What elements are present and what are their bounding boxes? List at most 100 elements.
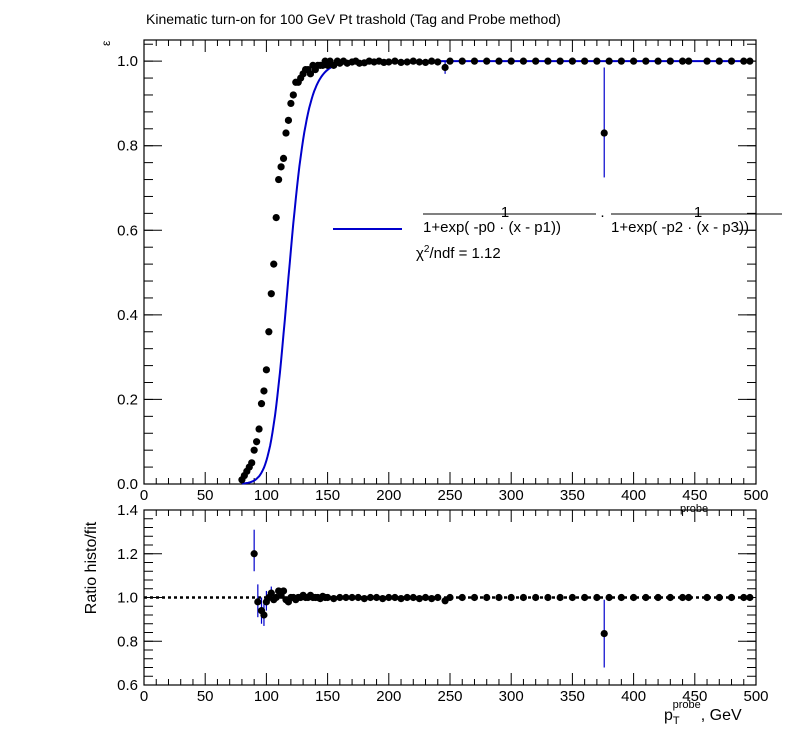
data-point xyxy=(519,593,528,602)
data-point xyxy=(330,594,338,603)
y-tick-label: 0.2 xyxy=(117,391,138,408)
data-point xyxy=(267,589,275,597)
data-point xyxy=(421,593,430,602)
data-point xyxy=(715,57,723,65)
data-point xyxy=(354,593,362,602)
data-point xyxy=(434,58,442,66)
y-tick-label: 0.4 xyxy=(117,307,138,324)
data-point xyxy=(507,57,515,65)
y-tick-label: 0.8 xyxy=(117,138,138,155)
data-point xyxy=(397,58,405,67)
data-point xyxy=(703,593,711,602)
data-point xyxy=(544,593,552,602)
data-point xyxy=(287,99,295,108)
data-point xyxy=(703,57,711,65)
data-point xyxy=(715,593,723,602)
data-point xyxy=(581,57,589,65)
plot-frame xyxy=(143,39,757,485)
data-point xyxy=(470,57,479,65)
data-point xyxy=(409,593,417,602)
x-tick-label: 100 xyxy=(254,688,279,705)
data-point xyxy=(483,57,491,65)
data-point xyxy=(678,593,687,602)
x-tick-label: 150 xyxy=(315,688,340,705)
data-point xyxy=(397,594,405,603)
y-tick-label: 1.0 xyxy=(117,590,138,607)
x-tick-label: 450 xyxy=(682,487,707,504)
data-point xyxy=(306,70,315,78)
data-point xyxy=(746,57,754,65)
x-tick-label: 400 xyxy=(621,487,646,504)
x-tick-label: 350 xyxy=(560,688,585,705)
data-point xyxy=(654,593,662,602)
data-point xyxy=(568,593,577,602)
data-point xyxy=(366,593,375,602)
data-point xyxy=(428,57,436,65)
data-point xyxy=(556,593,564,602)
data-point xyxy=(458,593,466,602)
y-tick-label: 1.4 xyxy=(117,502,138,519)
data-point xyxy=(403,58,411,66)
data-point xyxy=(605,57,613,65)
chi2-superscript: 2 xyxy=(424,244,430,255)
data-point xyxy=(605,593,613,602)
data-point xyxy=(685,57,693,65)
data-point xyxy=(342,593,350,602)
data-point xyxy=(458,57,466,65)
data-point xyxy=(428,594,436,603)
data-point xyxy=(446,593,454,602)
data-point xyxy=(260,387,268,395)
x-tick-label: 100 xyxy=(254,487,279,504)
data-point xyxy=(348,593,356,602)
data-point xyxy=(250,446,258,454)
data-point xyxy=(642,57,650,65)
data-point xyxy=(284,116,293,124)
data-point xyxy=(277,163,285,171)
legend-denominator-1: 1+exp( -p0 · (x - p1)) xyxy=(423,219,561,236)
chi2-value: /ndf = 1.12 xyxy=(429,245,500,262)
data-point xyxy=(254,598,262,606)
ratio-axes: 0 50 100 150 200 250 300 350 400 450 500 0.6 0.8 1.0 1… xyxy=(117,502,768,705)
data-point xyxy=(740,57,748,65)
y-tick-label: 0.0 xyxy=(117,476,138,493)
data-point xyxy=(253,438,261,446)
data-point xyxy=(255,425,263,433)
data-point xyxy=(470,593,479,602)
data-point xyxy=(324,593,332,602)
data-point xyxy=(600,129,608,137)
data-point xyxy=(581,593,589,602)
data-point xyxy=(415,58,423,66)
data-point xyxy=(617,57,625,65)
data-point xyxy=(642,593,650,602)
data-point xyxy=(250,550,258,558)
data-point xyxy=(385,593,393,602)
data-point xyxy=(391,593,399,602)
data-point xyxy=(279,587,288,595)
data-point xyxy=(279,154,288,162)
data-point xyxy=(289,91,297,99)
data-point xyxy=(666,57,674,65)
data-point xyxy=(483,593,491,602)
data-point xyxy=(415,594,423,603)
data-point xyxy=(272,214,280,222)
data-point xyxy=(532,593,540,602)
efficiency-panel: Kinematic turn-on for 100 GeV Pt trashol… xyxy=(99,11,782,504)
data-point xyxy=(262,366,270,374)
fit-curve xyxy=(241,60,750,485)
axes: 0 50 100 150 200 250 300 350 400 450 500 0.0 0.2 0.4 0… xyxy=(117,40,769,504)
legend-chi2: χ2/ndf = 1.12 xyxy=(416,244,501,262)
data-point xyxy=(630,593,638,602)
x-tick-label: 200 xyxy=(376,688,401,705)
y-tick-label: 1.0 xyxy=(117,53,138,70)
data-point xyxy=(257,400,266,408)
data-point xyxy=(746,593,754,602)
x-tick-label: 500 xyxy=(743,688,768,705)
data-point xyxy=(556,57,564,65)
data-point xyxy=(678,57,687,65)
chart-title: Kinematic turn-on for 100 GeV Pt trashol… xyxy=(146,11,561,27)
y-tick-label: 1.2 xyxy=(117,546,138,563)
fit-curve-path xyxy=(241,60,750,485)
ratio-panel: 0 50 100 150 200 250 300 350 400 450 500 0.6 0.8 1.0 1… xyxy=(83,502,769,727)
data-point xyxy=(593,593,601,602)
legend: 1 1+exp( -p0 · (x - p1)) · 1 1+exp( -p2 … xyxy=(333,204,782,262)
